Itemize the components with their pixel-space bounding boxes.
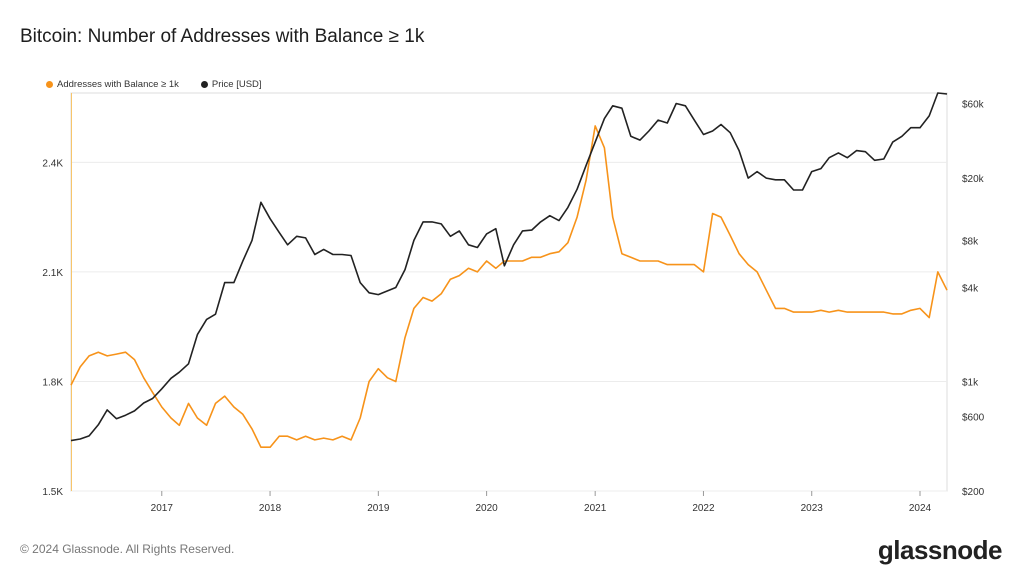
chart-legend: Addresses with Balance ≥ 1k Price [USD] (46, 79, 284, 90)
legend-item-price[interactable]: Price [USD] (200, 79, 262, 90)
x-tick-label: 2022 (692, 503, 715, 514)
y-left-tick-label: 2.1K (42, 268, 63, 279)
y-right-tick-label: $8k (962, 236, 979, 247)
legend-swatch-addresses (46, 81, 53, 88)
y-right-tick-label: $1k (962, 378, 979, 389)
y-right-tick-label: $20k (962, 174, 985, 185)
x-tick-label: 2019 (367, 503, 390, 514)
x-tick-label: 2018 (259, 503, 282, 514)
y-right-tick-label: $60k (962, 99, 985, 110)
x-tick-label: 2017 (151, 503, 174, 514)
series-line-addresses (70, 125, 948, 449)
x-tick-label: 2020 (475, 503, 498, 514)
brand-logo: glassnode (877, 535, 1003, 565)
plot-area (70, 92, 948, 492)
x-tick-label: 2021 (584, 503, 607, 514)
legend-label-price: Price [USD] (211, 79, 262, 90)
x-tick-label: 2023 (801, 503, 824, 514)
legend-label-addresses: Addresses with Balance ≥ 1k (57, 79, 179, 90)
legend-item-addresses[interactable]: Addresses with Balance ≥ 1k (46, 79, 179, 90)
series-line-price (70, 92, 948, 442)
chart-title: Bitcoin: Number of Addresses with Balanc… (20, 26, 425, 47)
y-right-tick-label: $4k (962, 283, 979, 294)
x-tick-label: 2024 (909, 503, 932, 514)
y-left-tick-label: 2.4K (42, 158, 63, 169)
y-right-tick-label: $200 (962, 487, 985, 498)
y-right-tick-label: $600 (962, 412, 985, 423)
y-left-tick-label: 1.8K (42, 377, 63, 388)
legend-swatch-price (200, 81, 208, 88)
copyright-text: © 2024 Glassnode. All Rights Reserved. (20, 542, 235, 556)
y-left-tick-label: 1.5K (42, 487, 63, 498)
